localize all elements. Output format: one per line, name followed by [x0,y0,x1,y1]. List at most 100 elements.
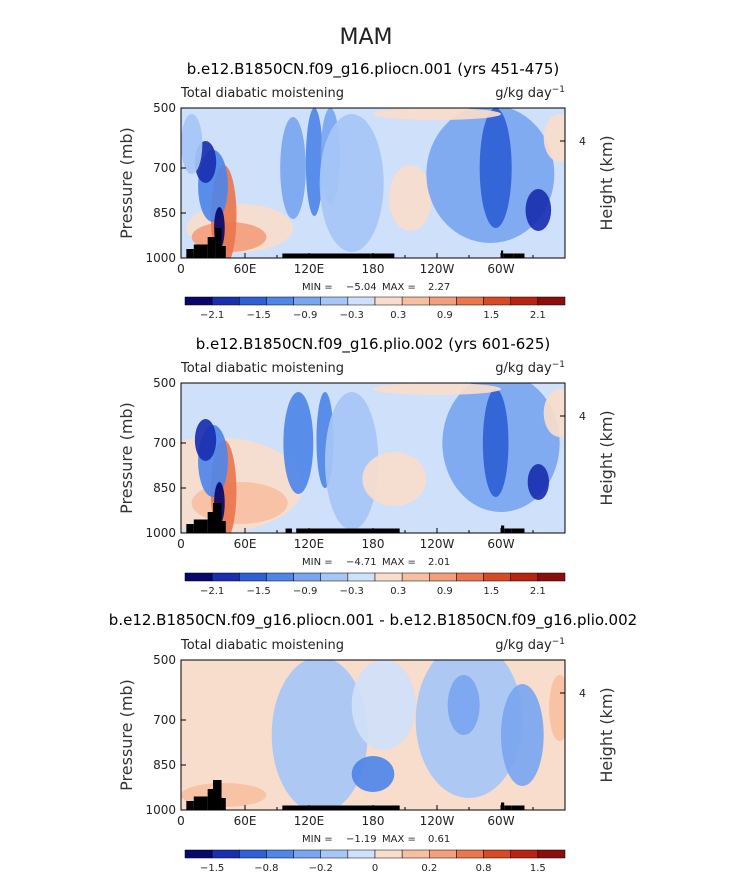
topography-mask [221,798,226,810]
colorbar-swatch [266,849,294,859]
topography-mask [501,525,505,533]
topography-mask [504,528,512,533]
x-tick-label: 60E [234,262,257,276]
colorbar-swatch [483,296,511,306]
figure-title: MAM [339,25,392,50]
y-tick-label: 700 [153,713,176,727]
colorbar-swatch [347,572,376,582]
x-tick-label: 0 [177,537,185,551]
x-tick-label: 180 [362,262,385,276]
max-label: MAX = [382,282,416,293]
colorbar-swatch [483,849,511,859]
contour-field [181,108,565,258]
y-right-tick-label: 4 [579,687,586,700]
contour-field [181,660,565,810]
y-axis-label: Pressure (mb) [117,402,136,514]
colorbar-label: −0.3 [340,310,364,321]
colorbar-swatch [293,572,321,582]
topography-mask [186,801,194,810]
min-label: MIN = [302,557,333,568]
y-tick-label: 700 [153,161,176,175]
y-axis-right-label: Height (km) [597,410,616,505]
colorbar-label: 1.5 [530,863,546,874]
contour-field [181,383,565,533]
max-value: 2.01 [428,557,450,568]
colorbar-label: 2.1 [530,310,546,321]
x-tick-label: 120W [420,262,455,276]
contour-region [319,114,384,252]
colorbar-swatch [239,572,267,582]
y-axis-label: Pressure (mb) [117,679,136,791]
colorbar-label: 0.3 [390,310,406,321]
y-tick-label: 1000 [145,803,176,817]
colorbar-label: −2.1 [200,586,224,597]
topography-mask [501,250,504,258]
colorbar-swatch [374,849,403,859]
topography-mask [221,246,226,258]
colorbar-label: 0.8 [476,863,492,874]
x-tick-label: 120E [294,537,325,551]
y-tick-label: 500 [153,376,176,390]
colorbar-swatch [510,572,539,582]
topography-mask [186,524,194,533]
topography-mask [296,528,400,533]
colorbar-label: −0.8 [254,863,278,874]
x-tick-label: 120E [294,814,325,828]
topography-mask [193,796,208,810]
contour-region [283,392,314,494]
topography-mask [501,802,505,810]
panel-variable: Total diabatic moistening [180,86,344,101]
contour-region [373,383,501,395]
colorbar-swatch [510,849,539,859]
topography-mask [193,519,208,533]
contour-region [194,419,217,461]
topography-mask [207,237,216,258]
colorbar-swatch [184,296,213,306]
x-tick-label: 120W [420,537,455,551]
topography-mask [285,528,292,533]
min-value: −5.04 [346,282,377,293]
panel-title: b.e12.B1850CN.f09_g16.pliocn.001 (yrs 45… [187,60,560,79]
topography-mask [207,789,213,810]
y-right-tick-label: 4 [579,135,586,148]
colorbar-swatch [211,296,240,306]
y-tick-label: 500 [153,653,176,667]
colorbar-label: 0.9 [437,586,453,597]
min-label: MIN = [302,282,333,293]
colorbar-label: −1.5 [247,310,271,321]
panel-1: b.e12.B1850CN.f09_g16.pliocn.001 (yrs 45… [117,60,616,321]
colorbar-swatch [483,572,511,582]
colorbar-label: −1.5 [200,863,224,874]
colorbar-label: −0.3 [340,586,364,597]
y-tick-label: 850 [153,758,176,772]
min-value: −1.19 [346,834,377,845]
colorbar-swatch [347,849,376,859]
contour-region [362,452,427,506]
colorbar: −2.1 −1.5 −0.9 −0.3 0.3 0.9 1.5 2.1 [184,296,566,321]
max-value: 0.61 [428,834,450,845]
x-tick-label: 0 [177,814,185,828]
colorbar-swatch [537,572,566,582]
contour-region [389,165,432,231]
panels-group: b.e12.B1850CN.f09_g16.pliocn.001 (yrs 45… [109,60,637,874]
contour-region [549,675,565,741]
topography-mask [207,512,213,533]
contour-region [351,660,416,750]
colorbar-swatch [347,296,376,306]
min-label: MIN = [302,834,333,845]
panel-title: b.e12.B1850CN.f09_g16.plio.002 (yrs 601-… [196,335,551,354]
max-label: MAX = [382,557,416,568]
x-tick-label: 60E [234,814,257,828]
colorbar-label: −1.5 [247,586,271,597]
contour-region [479,108,512,228]
x-tick-label: 60W [487,814,514,828]
topography-mask [511,528,525,533]
topography-mask [193,244,208,258]
colorbar-label: 0.2 [421,863,437,874]
x-tick-label: 180 [362,537,385,551]
colorbar-swatch [537,849,566,859]
y-tick-label: 850 [153,206,176,220]
topography-mask [213,780,222,810]
colorbar-swatch [320,849,349,859]
